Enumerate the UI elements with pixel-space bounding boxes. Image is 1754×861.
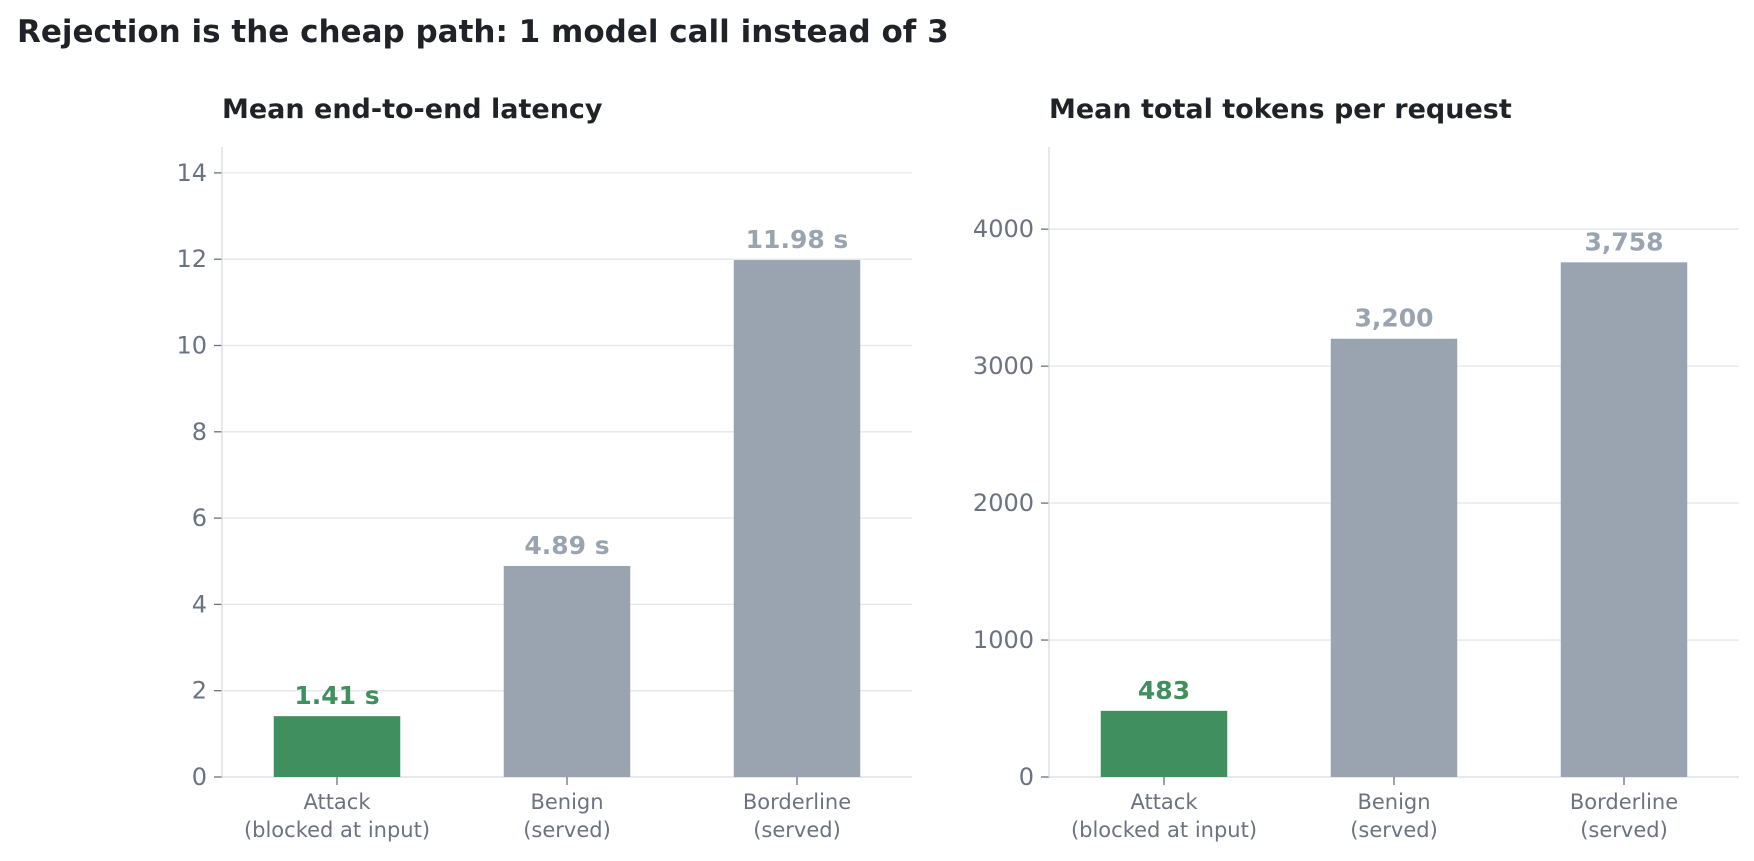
bar [503,565,631,777]
y-tick-label: 6 [192,504,207,532]
y-tick-label: 2 [192,677,207,705]
y-tick-label: 1000 [973,626,1034,654]
bar [273,716,401,777]
chart-title: Mean end-to-end latency [222,94,603,125]
x-tick-label: Borderline (served) [743,790,851,842]
x-tick-label: Borderline (served) [1570,790,1678,842]
bar [1100,710,1228,777]
bar-value-label: 1.41 s [294,681,379,710]
y-tick-label: 14 [176,159,207,187]
y-tick-label: 4000 [973,215,1034,243]
bar-value-label: 3,200 [1354,304,1433,333]
x-tick-label: Attack (blocked at input) [244,790,430,842]
y-tick-label: 8 [192,418,207,446]
chart-title: Mean total tokens per request [1049,94,1512,125]
y-tick-label: 3000 [973,352,1034,380]
x-tick-label: Benign (served) [1350,790,1438,842]
y-tick-label: 0 [1019,763,1034,791]
bar [1560,262,1688,777]
bar-value-label: 11.98 s [746,225,849,254]
x-tick-label: Benign (served) [523,790,611,842]
bar-value-label: 3,758 [1584,227,1663,256]
y-tick-label: 12 [176,245,207,273]
y-tick-label: 2000 [973,489,1034,517]
y-tick-label: 0 [192,763,207,791]
y-tick-label: 4 [192,590,207,618]
figure-title: Rejection is the cheap path: 1 model cal… [17,14,949,50]
y-tick-label: 10 [176,331,207,359]
bar-value-label: 4.89 s [524,531,609,560]
bar-value-label: 483 [1138,676,1190,705]
latency-chart: Mean end-to-end latency 0 2 4 6 8 10 12 14 1.41 s… [176,94,912,842]
bar [733,260,861,777]
bar [1330,338,1458,777]
tokens-chart: Mean total tokens per request 0 1000 2000 30… [973,94,1739,842]
x-tick-label: Attack (blocked at input) [1071,790,1257,842]
